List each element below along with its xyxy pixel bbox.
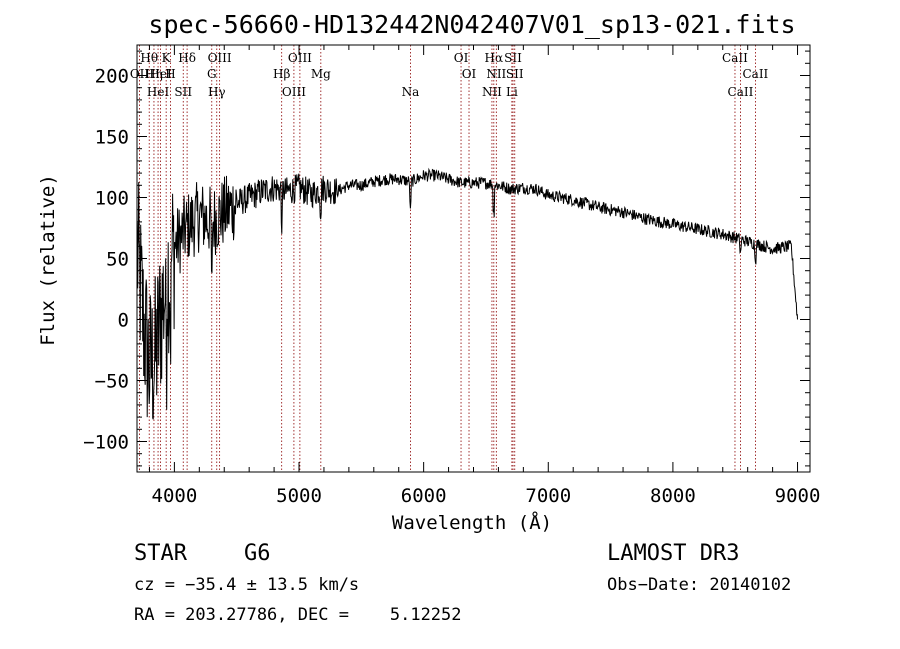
y-tick-label-6: 200 xyxy=(95,66,129,88)
x-tick-label-5: 9000 xyxy=(775,485,821,507)
line-marker-label-12: Hβ xyxy=(273,67,290,81)
line-marker-label-9: G xyxy=(207,67,217,81)
object-class: STAR xyxy=(134,541,188,566)
line-marker-label-7: SII xyxy=(174,85,192,99)
x-tick-label-3: 7000 xyxy=(525,485,571,507)
line-marker-label-15: Mg xyxy=(311,67,331,81)
spectrum-series xyxy=(136,167,798,420)
survey-name: LAMOST DR3 xyxy=(607,541,739,566)
line-marker-label-21: NII xyxy=(486,67,506,81)
spectrum-layer xyxy=(136,167,798,420)
plot-frame xyxy=(136,44,811,473)
x-tick-label-2: 6000 xyxy=(401,485,447,507)
line-marker-label-27: CaII xyxy=(742,67,768,81)
line-marker-label-19: NII xyxy=(482,85,502,99)
line-marker-label-3: HeI xyxy=(147,85,170,99)
y-tick-label-4: 100 xyxy=(95,188,129,210)
obs-date-text: Obs−Date: 20140102 xyxy=(607,575,791,595)
line-marker-label-25: CaII xyxy=(722,51,748,65)
line-marker-label-17: OI xyxy=(454,51,469,65)
y-tick-label-3: 50 xyxy=(106,249,129,271)
x-tick-label-0: 4000 xyxy=(152,485,198,507)
line-marker-label-10: Hγ xyxy=(208,85,226,99)
y-tick-label-0: −100 xyxy=(83,432,129,454)
coords-text: RA = 203.27786, DEC = 5.12252 xyxy=(134,605,462,625)
y-tick-label-1: −50 xyxy=(95,371,129,393)
x-tick-label-1: 5000 xyxy=(276,485,322,507)
line-marker-label-11: OIII xyxy=(208,51,232,65)
line-marker-label-24: SII xyxy=(506,67,524,81)
chart-title: spec-56660-HD132442N042407V01_sp13-021.f… xyxy=(148,10,795,39)
line-marker-label-1: Hθ xyxy=(140,51,158,65)
line-marker-label-14: OIII xyxy=(288,51,312,65)
x-axis-title: Wavelength (Å) xyxy=(392,511,552,534)
line-marker-label-20: Hα xyxy=(485,51,504,65)
line-marker-layer: OIIHθHηHeIHeIKHSIIHδGHγOIIIHβOIIIOIIIMgN… xyxy=(130,45,769,472)
line-marker-label-26: CaII xyxy=(728,85,754,99)
plot-frame-rect xyxy=(136,44,811,473)
line-marker-label-6: H xyxy=(165,67,175,81)
object-subclass: G6 xyxy=(244,541,271,566)
x-tick-label-4: 8000 xyxy=(650,485,696,507)
line-marker-label-13: OIII xyxy=(282,85,306,99)
redshift-text: cz = −35.4 ± 13.5 km/s xyxy=(134,575,359,595)
line-marker-label-0: OII xyxy=(130,67,150,81)
line-marker-label-22: Li xyxy=(506,85,518,99)
y-axis-title: Flux (relative) xyxy=(37,174,59,346)
line-marker-label-8: Hδ xyxy=(178,51,196,65)
line-marker-label-5: K xyxy=(162,51,172,65)
y-tick-label-5: 150 xyxy=(95,127,129,149)
line-marker-label-16: Na xyxy=(402,85,420,99)
axis-ticks: 4000 5000 6000 7000 8000 9000 −100 −50 0 50 100 150… xyxy=(83,45,820,507)
line-marker-label-18: OI xyxy=(462,67,477,81)
line-marker-label-23: SII xyxy=(504,51,522,65)
y-tick-label-2: 0 xyxy=(118,310,129,332)
